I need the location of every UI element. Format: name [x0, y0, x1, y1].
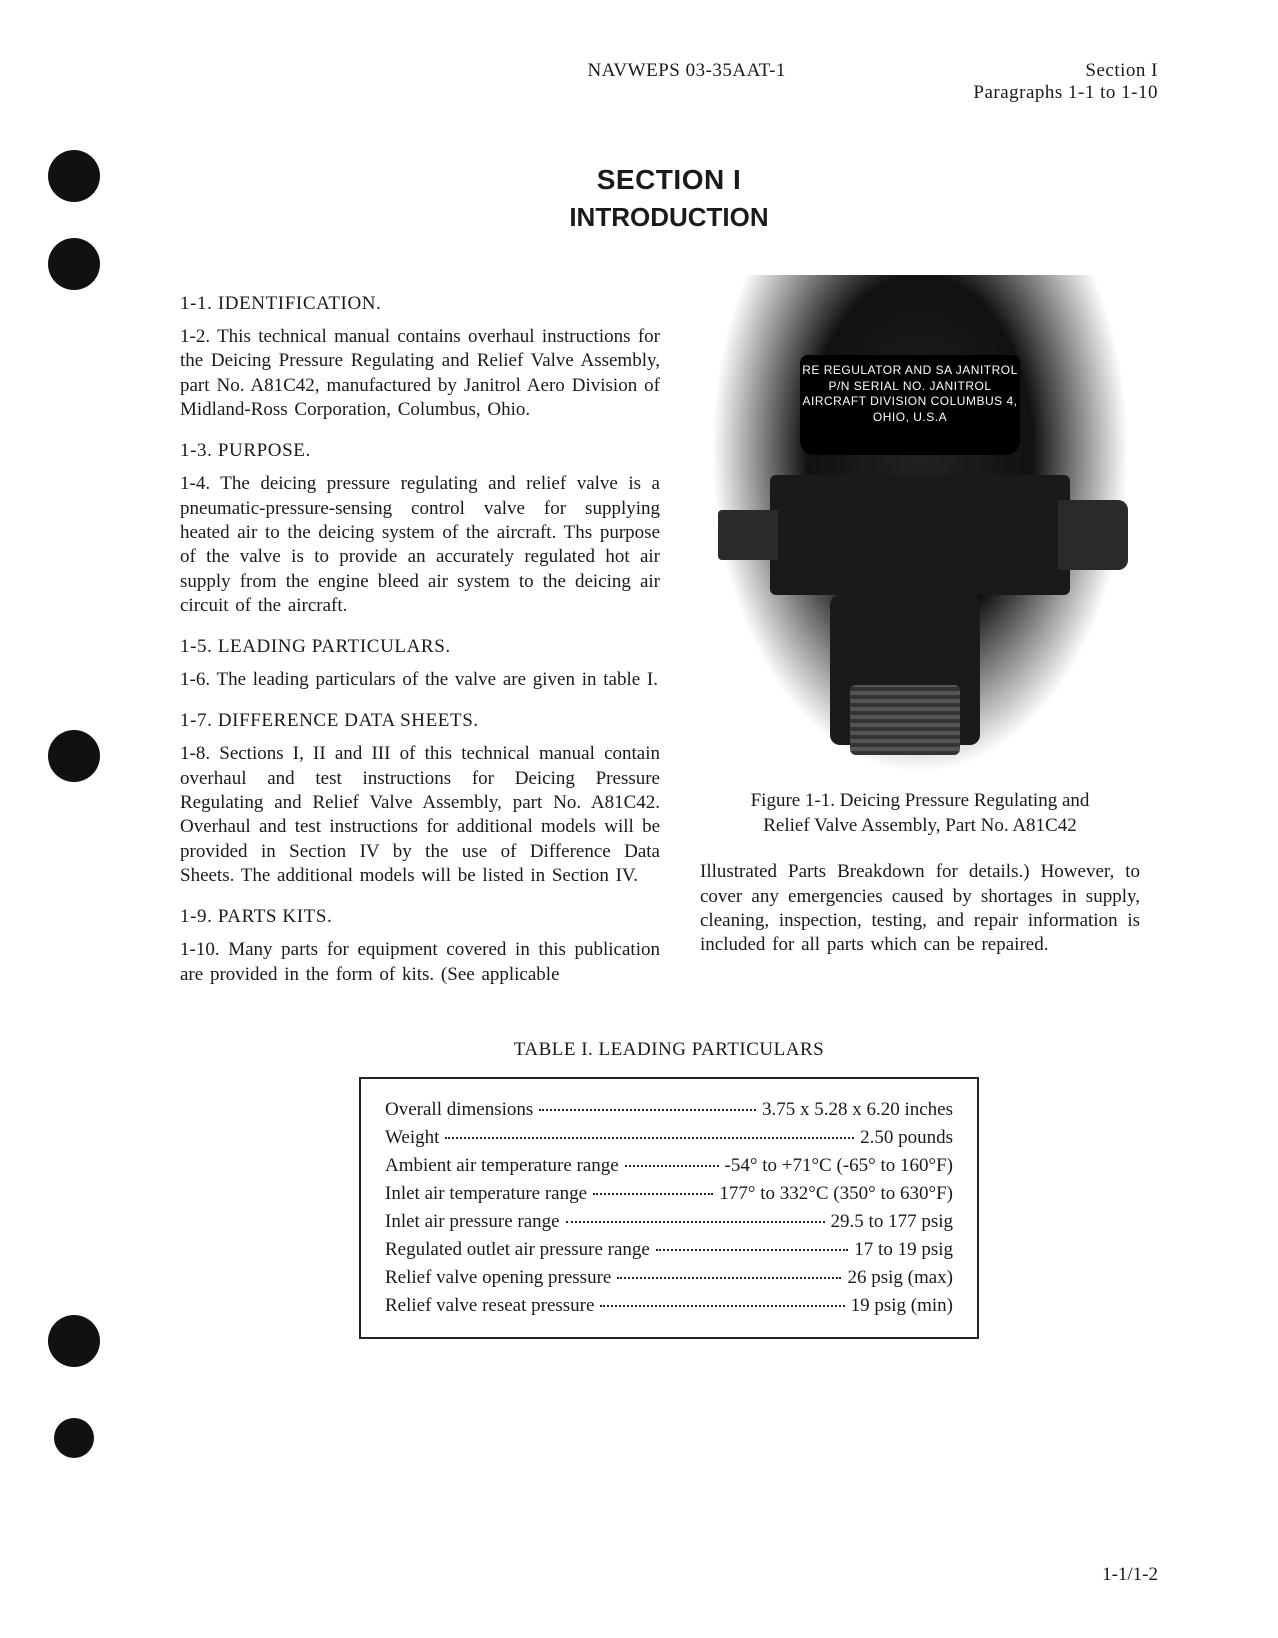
- table-row-value: 3.75 x 5.28 x 6.20 inches: [762, 1099, 953, 1121]
- page: NAVWEPS 03-35AAT-1 Section I Paragraphs …: [0, 0, 1278, 1638]
- valve-port-left: [718, 510, 778, 560]
- table-row-label: Ambient air temperature range: [385, 1155, 619, 1177]
- table-row: Inlet air temperature range 177° to 332°C…: [385, 1183, 953, 1205]
- table-row: Weight 2.50 pounds: [385, 1127, 953, 1149]
- figure-caption-line1: Figure 1-1. Deicing Pressure Regulating …: [700, 789, 1140, 814]
- table-row-label: Overall dimensions: [385, 1099, 533, 1121]
- table-row: Relief valve opening pressure 26 psig (ma…: [385, 1267, 953, 1289]
- figure-caption-line2: Relief Valve Assembly, Part No. A81C42: [700, 814, 1140, 839]
- leader-dots: [600, 1295, 844, 1307]
- doc-id: NAVWEPS 03-35AAT-1: [180, 60, 973, 104]
- table-row-value: 17 to 19 psig: [854, 1239, 953, 1261]
- punch-hole: [54, 1418, 94, 1458]
- para-head-1-7: 1-7. DIFFERENCE DATA SHEETS.: [180, 710, 660, 732]
- para-1-8: 1-8. Sections I, II and III of this tech…: [180, 742, 660, 888]
- valve-label-plate: RE REGULATOR AND SA JANITROL P/N SERIAL …: [800, 355, 1020, 455]
- table-row-value: 177° to 332°C (350° to 630°F): [719, 1183, 953, 1205]
- left-column: 1-1. IDENTIFICATION. 1-2. This technical…: [180, 275, 660, 993]
- table-row-label: Relief valve reseat pressure: [385, 1295, 594, 1317]
- para-1-10: 1-10. Many parts for equipment covered i…: [180, 938, 660, 987]
- table-row: Overall dimensions 3.75 x 5.28 x 6.20 inc…: [385, 1099, 953, 1121]
- para-1-2: 1-2. This technical manual contains over…: [180, 325, 660, 422]
- valve-port-right: [1058, 500, 1128, 570]
- figure-1-1-image: RE REGULATOR AND SA JANITROL P/N SERIAL …: [710, 275, 1130, 775]
- header-right: Section I Paragraphs 1-1 to 1-10: [973, 60, 1158, 104]
- page-number: 1-1/1-2: [1102, 1564, 1158, 1586]
- table-row-label: Regulated outlet air pressure range: [385, 1239, 650, 1261]
- para-head-1-1: 1-1. IDENTIFICATION.: [180, 293, 660, 315]
- para-head-1-9: 1-9. PARTS KITS.: [180, 906, 660, 928]
- figure-caption: Figure 1-1. Deicing Pressure Regulating …: [700, 789, 1140, 838]
- table-row: Relief valve reseat pressure 19 psig (min…: [385, 1295, 953, 1317]
- leader-dots: [656, 1239, 848, 1251]
- table-1: TABLE I. LEADING PARTICULARS Overall dim…: [180, 1039, 1158, 1339]
- table-row: Ambient air temperature range -54° to +71…: [385, 1155, 953, 1177]
- table-title: TABLE I. LEADING PARTICULARS: [180, 1039, 1158, 1061]
- section-subtitle: INTRODUCTION: [180, 202, 1158, 233]
- punch-hole: [48, 730, 100, 782]
- para-1-4: 1-4. The deicing pressure regulating and…: [180, 472, 660, 618]
- table-row-label: Inlet air pressure range: [385, 1211, 560, 1233]
- table-row-value: 26 psig (max): [847, 1267, 953, 1289]
- table-row-value: 2.50 pounds: [860, 1127, 953, 1149]
- para-range: Paragraphs 1-1 to 1-10: [973, 82, 1158, 104]
- leader-dots: [566, 1211, 825, 1223]
- leader-dots: [617, 1267, 841, 1279]
- table-row-value: 29.5 to 177 psig: [831, 1211, 953, 1233]
- leader-dots: [593, 1183, 713, 1195]
- right-column: RE REGULATOR AND SA JANITROL P/N SERIAL …: [700, 275, 1140, 993]
- para-1-6: 1-6. The leading particulars of the valv…: [180, 668, 660, 692]
- valve-body: [770, 475, 1070, 595]
- leader-dots: [539, 1099, 756, 1111]
- para-head-1-3: 1-3. PURPOSE.: [180, 440, 660, 462]
- punch-hole: [48, 150, 100, 202]
- para-head-1-5: 1-5. LEADING PARTICULARS.: [180, 636, 660, 658]
- table-row: Inlet air pressure range 29.5 to 177 psig: [385, 1211, 953, 1233]
- table-row-value: -54° to +71°C (-65° to 160°F): [725, 1155, 953, 1177]
- table-box: Overall dimensions 3.75 x 5.28 x 6.20 inc…: [359, 1077, 979, 1339]
- section-label: Section I: [973, 60, 1158, 82]
- two-column-body: 1-1. IDENTIFICATION. 1-2. This technical…: [180, 275, 1158, 993]
- leader-dots: [625, 1155, 719, 1167]
- table-row-label: Relief valve opening pressure: [385, 1267, 611, 1289]
- section-title: SECTION I: [180, 164, 1158, 196]
- table-row-label: Inlet air temperature range: [385, 1183, 587, 1205]
- leader-dots: [445, 1127, 854, 1139]
- valve-outlet: [830, 595, 980, 745]
- table-row: Regulated outlet air pressure range 17 to…: [385, 1239, 953, 1261]
- punch-hole: [48, 238, 100, 290]
- punch-hole: [48, 1315, 100, 1367]
- para-1-10-cont: Illustrated Parts Breakdown for details.…: [700, 860, 1140, 957]
- table-row-value: 19 psig (min): [851, 1295, 953, 1317]
- page-header: NAVWEPS 03-35AAT-1 Section I Paragraphs …: [180, 60, 1158, 104]
- table-row-label: Weight: [385, 1127, 439, 1149]
